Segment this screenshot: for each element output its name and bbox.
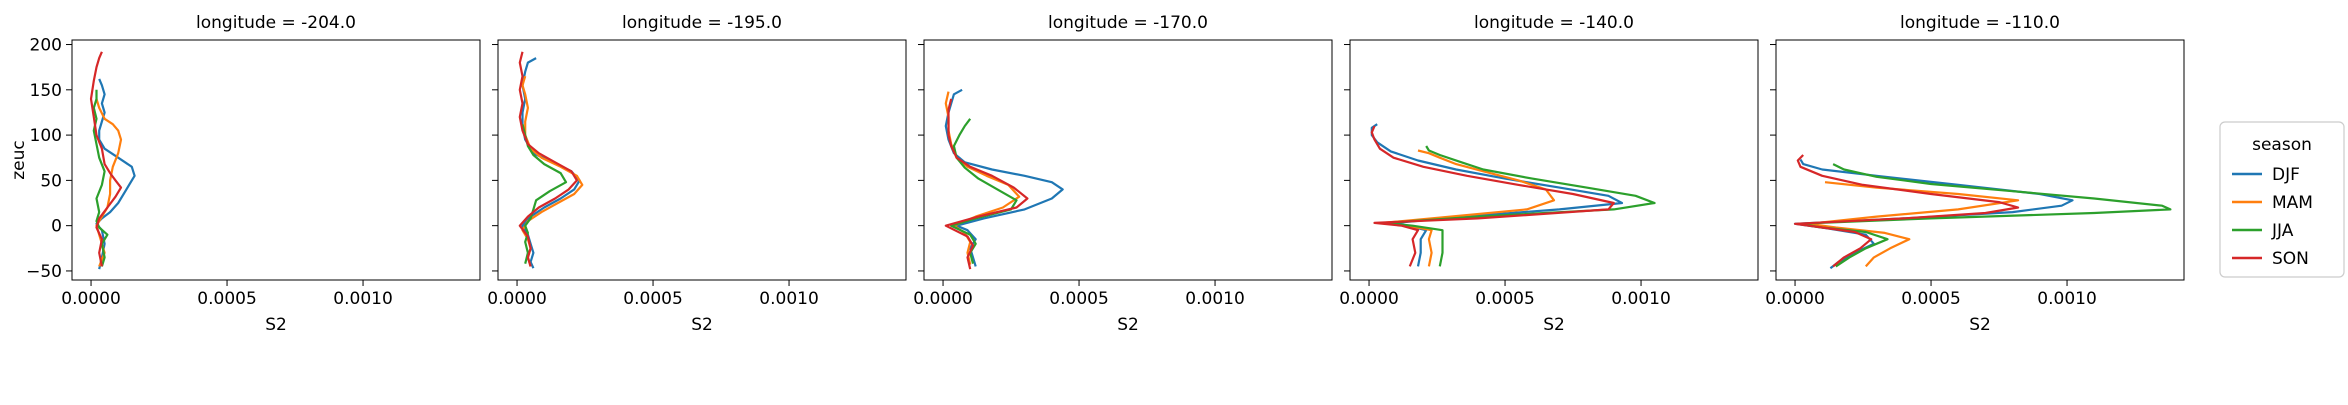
- x-tick-label: 0.0010: [1185, 289, 1244, 309]
- series-line-son: [89, 51, 123, 267]
- panel-frame: [71, 39, 481, 281]
- x-tick-label: 0.0000: [487, 289, 546, 309]
- series-line-jja: [521, 123, 568, 264]
- x-tick-label: 0.0005: [1475, 289, 1534, 309]
- series-line-jja: [92, 89, 109, 267]
- legend-label-mam: MAM: [2272, 193, 2313, 213]
- x-tick-label: 0.0000: [1339, 289, 1398, 309]
- x-tick-label: 0.0010: [333, 289, 392, 309]
- series-line-mam: [1807, 181, 2020, 268]
- series-line-son: [1793, 154, 2020, 268]
- facet-panel-5: longitude = -110.0 0.0000 0.0005 0.0010 S2: [1765, 13, 2185, 335]
- series-line-djf: [944, 88, 1064, 267]
- x-tick-label: 0.0005: [1901, 289, 1960, 309]
- y-tick-label: 50: [40, 171, 62, 191]
- series-line-mam: [1381, 149, 1556, 267]
- x-axis-label: S2: [265, 315, 287, 335]
- panel-frame: [1349, 39, 1759, 281]
- panel-title: longitude = -170.0: [1048, 13, 1208, 33]
- x-tick-label: 0.0000: [61, 289, 120, 309]
- series-line-mam: [944, 91, 1021, 265]
- x-axis-label: S2: [691, 315, 713, 335]
- series-line-jja: [1796, 163, 2172, 268]
- x-tick-label: 0.0005: [197, 289, 256, 309]
- panel-title: longitude = -140.0: [1474, 13, 1634, 33]
- legend-label-son: SON: [2272, 249, 2309, 269]
- y-tick-label: 200: [30, 36, 62, 56]
- panel-title: longitude = -204.0: [196, 13, 356, 33]
- x-tick-label: 0.0010: [2037, 289, 2096, 309]
- x-axis-label: S2: [1117, 315, 1139, 335]
- facet-panel-3: longitude = -170.0 0.0000 0.0005 0.0010 S2: [913, 13, 1333, 335]
- series-line-djf: [1370, 123, 1624, 267]
- x-axis-label: S2: [1969, 315, 1991, 335]
- legend-label-jja: JJA: [2271, 221, 2294, 241]
- x-tick-label: 0.0010: [1611, 289, 1670, 309]
- x-tick-label: 0.0005: [623, 289, 682, 309]
- panel-frame: [923, 39, 1333, 281]
- x-tick-label: 0.0000: [1765, 289, 1824, 309]
- legend-title: season: [2252, 135, 2312, 155]
- series-line-jja: [1384, 145, 1656, 267]
- series-line-son: [1370, 125, 1615, 267]
- y-tick-label: 150: [30, 81, 62, 101]
- panel-title: longitude = -195.0: [622, 13, 782, 33]
- panel-frame: [1775, 39, 2185, 281]
- series-line-son: [944, 98, 1029, 270]
- x-tick-label: 0.0000: [913, 289, 972, 309]
- legend: season DJF MAM JJA SON: [2219, 121, 2345, 278]
- panel-frame: [497, 39, 907, 281]
- facet-panel-4: longitude = -140.0 0.0000 0.0005 0.0010 S2: [1339, 13, 1759, 335]
- series-line-mam: [521, 75, 584, 267]
- panel-title: longitude = -110.0: [1900, 13, 2060, 33]
- series-line-jja: [950, 118, 1018, 264]
- x-tick-label: 0.0005: [1049, 289, 1108, 309]
- y-tick-label: 0: [51, 217, 62, 237]
- facet-panel-2: longitude = -195.0 0.0000 0.0005 0.0010 S2: [487, 13, 907, 335]
- x-axis-label: S2: [1543, 315, 1565, 335]
- series-line-son: [518, 51, 578, 267]
- x-tick-label: 0.0010: [759, 289, 818, 309]
- y-tick-label: −50: [26, 262, 62, 282]
- facet-panel-1: longitude = -204.0 0.0000 0.0005 0.0010 S2 −5…: [26, 13, 481, 335]
- y-axis-label: zeuc: [9, 140, 29, 180]
- legend-label-djf: DJF: [2272, 165, 2300, 185]
- legend-frame: [2219, 121, 2345, 278]
- series-line-djf: [1793, 158, 2074, 270]
- y-tick-label: 100: [30, 126, 62, 146]
